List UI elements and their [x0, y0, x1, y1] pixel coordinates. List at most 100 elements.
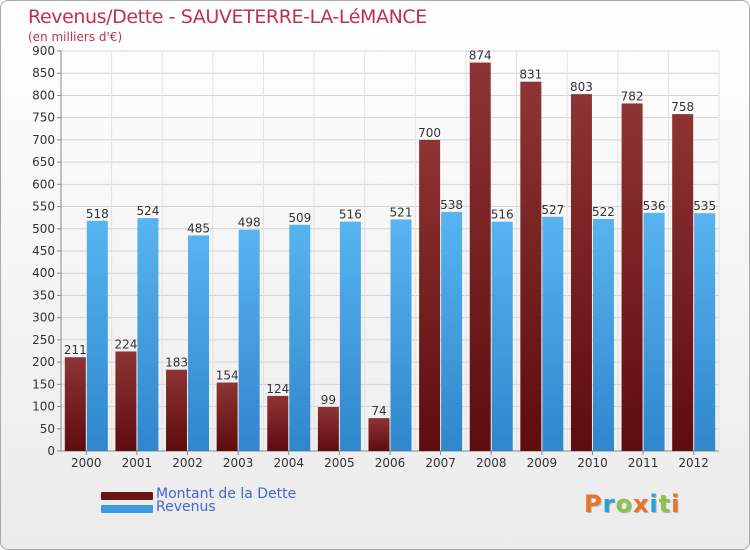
legend-label-dette: Montant de la Dette	[156, 486, 297, 502]
logo-letter: i	[649, 490, 659, 518]
x-tick-label: 2003	[223, 456, 254, 470]
y-tick-label: 350	[32, 288, 55, 302]
legend-swatch-revenus	[101, 505, 153, 513]
bar-dette	[216, 382, 238, 451]
y-tick-label: 100	[32, 400, 55, 414]
logo-letter: t	[658, 490, 672, 518]
bar-dette	[672, 114, 694, 451]
y-tick-label: 700	[32, 133, 55, 147]
data-label-dette: 831	[519, 68, 542, 82]
data-label-revenus: 538	[440, 198, 463, 212]
data-label-dette: 211	[64, 343, 87, 357]
y-tick-label: 400	[32, 266, 55, 280]
y-tick-label: 650	[32, 155, 55, 169]
x-tick-label: 2005	[324, 456, 355, 470]
bar-revenus	[137, 218, 159, 451]
legend-swatch-dette	[101, 492, 153, 500]
y-tick-label: 800	[32, 88, 55, 102]
data-label-revenus: 521	[390, 205, 413, 219]
bar-revenus	[390, 219, 412, 451]
bar-dette	[166, 369, 188, 451]
data-label-revenus: 535	[693, 199, 716, 213]
bar-revenus	[491, 221, 513, 451]
data-label-revenus: 527	[541, 203, 564, 217]
chart-subtitle: (en milliers d'€)	[28, 30, 123, 44]
y-tick-label: 0	[47, 444, 55, 458]
bar-dette	[64, 357, 86, 451]
y-tick-label: 500	[32, 222, 55, 236]
bar-revenus	[86, 220, 108, 451]
bar-revenus	[188, 235, 210, 451]
data-label-dette: 154	[216, 369, 239, 383]
bar-revenus	[339, 221, 361, 451]
data-label-revenus: 485	[187, 221, 210, 235]
bar-dette	[419, 139, 441, 451]
x-tick-label: 2011	[628, 456, 659, 470]
bar-revenus	[289, 224, 311, 451]
x-tick-label: 2012	[678, 456, 709, 470]
y-tick-label: 250	[32, 333, 55, 347]
data-label-dette: 782	[621, 89, 644, 103]
data-label-dette: 874	[469, 49, 492, 63]
x-tick-label: 2007	[425, 456, 456, 470]
logo-letter: P	[584, 490, 603, 518]
bar-dette	[469, 62, 491, 452]
x-tick-label: 2010	[577, 456, 608, 470]
bar-revenus	[643, 212, 665, 451]
data-label-dette: 224	[114, 337, 137, 351]
bar-revenus	[542, 216, 564, 451]
chart-title: Revenus/Dette - SAUVETERRE-LA-LéMANCE	[28, 6, 427, 28]
logo-letter: r	[602, 490, 616, 518]
data-label-dette: 183	[165, 356, 188, 370]
y-tick-label: 300	[32, 311, 55, 325]
y-tick-label: 750	[32, 111, 55, 125]
x-tick-label: 2006	[375, 456, 406, 470]
bar-dette	[267, 395, 289, 451]
bar-dette	[520, 81, 542, 452]
y-tick-label: 200	[32, 355, 55, 369]
bar-revenus	[592, 219, 614, 451]
bar-dette	[368, 418, 390, 451]
y-tick-label: 150	[32, 377, 55, 391]
x-tick-label: 2009	[527, 456, 558, 470]
bar-revenus	[238, 229, 260, 451]
data-label-revenus: 509	[288, 211, 311, 225]
y-tick-label: 600	[32, 177, 55, 191]
data-label-dette: 99	[321, 393, 336, 407]
x-tick-label: 2002	[172, 456, 203, 470]
bar-dette	[115, 351, 137, 451]
data-label-dette: 124	[266, 382, 289, 396]
data-label-revenus: 536	[643, 199, 666, 213]
data-label-revenus: 516	[339, 208, 362, 222]
data-label-revenus: 522	[592, 205, 615, 219]
data-label-revenus: 498	[238, 216, 261, 230]
logo-letter: x	[632, 490, 650, 518]
data-label-revenus: 518	[86, 207, 109, 221]
bar-dette	[570, 94, 592, 451]
data-label-dette: 74	[371, 404, 386, 418]
data-label-dette: 758	[671, 100, 694, 114]
data-label-revenus: 524	[136, 204, 159, 218]
data-label-dette: 803	[570, 80, 593, 94]
y-tick-label: 850	[32, 66, 55, 80]
x-tick-label: 2000	[71, 456, 102, 470]
legend-label-revenus: Revenus	[156, 499, 216, 515]
y-tick-label: 550	[32, 200, 55, 214]
y-tick-label: 50	[40, 422, 55, 436]
y-tick-label: 900	[32, 44, 55, 58]
bar-dette	[317, 407, 339, 451]
data-label-revenus: 516	[491, 208, 514, 222]
x-tick-label: 2001	[122, 456, 153, 470]
x-tick-label: 2008	[476, 456, 507, 470]
x-tick-label: 2004	[273, 456, 304, 470]
bar-revenus	[694, 213, 716, 451]
logo-letter: i	[671, 490, 681, 518]
data-label-dette: 700	[418, 126, 441, 140]
y-tick-label: 450	[32, 244, 55, 258]
logo-letter: o	[615, 490, 633, 518]
proxiti-logo: Proxiti	[584, 490, 680, 518]
bar-revenus	[441, 211, 463, 451]
bar-dette	[621, 103, 643, 451]
